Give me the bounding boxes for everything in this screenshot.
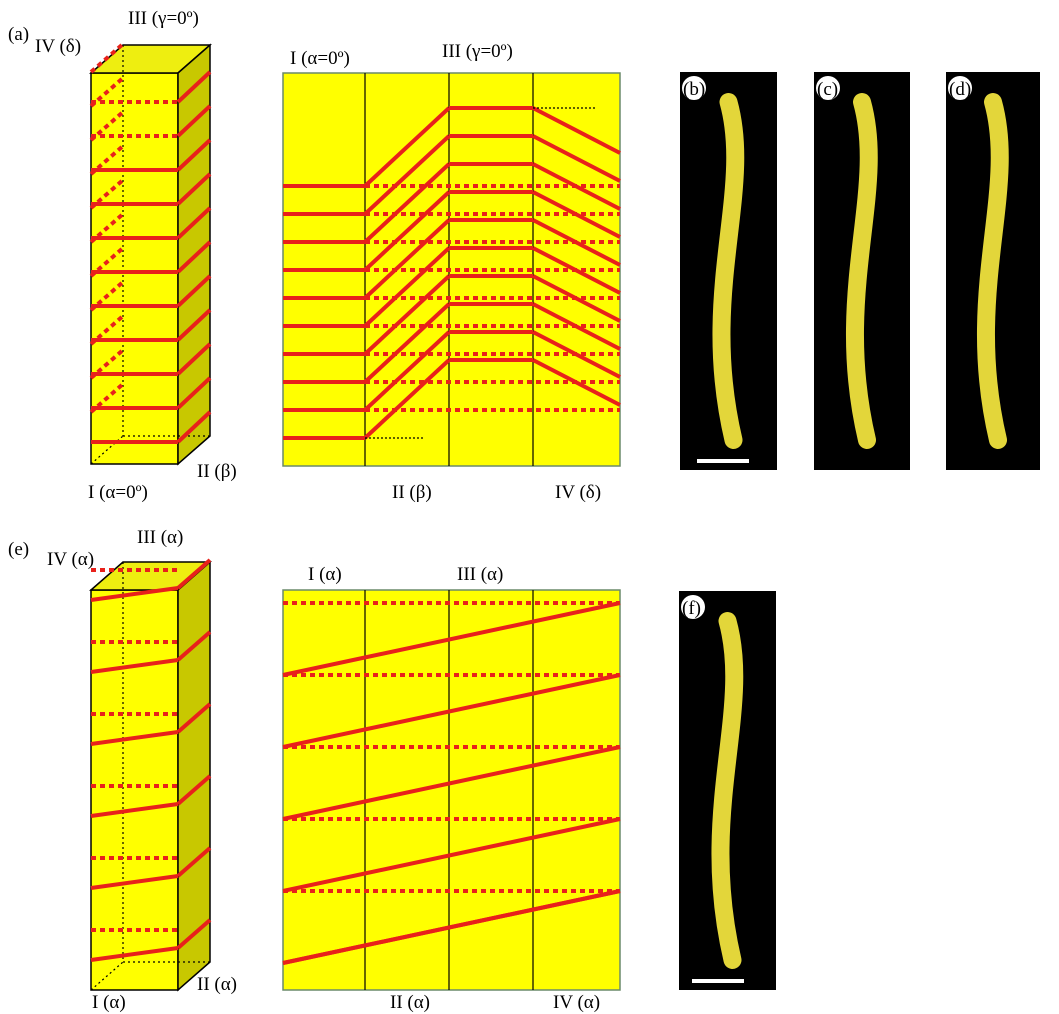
face-label: II (α) (197, 974, 237, 995)
box-front (91, 73, 178, 464)
diagram-shapes (91, 44, 1040, 990)
net (283, 590, 620, 990)
face-label: III (γ=0º) (442, 41, 513, 62)
face-label: III (α) (137, 527, 183, 548)
panel-label: (e) (8, 539, 29, 560)
face-label: IV (α) (47, 549, 94, 570)
face-label: III (α) (457, 564, 503, 585)
face-label: III (γ=0º) (128, 8, 199, 29)
face-label: I (α=0º) (290, 48, 350, 69)
panel-label: (f) (682, 598, 701, 619)
face-label: I (α) (308, 564, 342, 585)
figure: (a) IV (δ) III (γ=0º) I (α=0º) II (β) I … (0, 0, 1059, 1014)
face-label: I (α=0º) (88, 482, 148, 503)
scale-bar (692, 979, 744, 983)
face-label: II (α) (390, 992, 430, 1013)
panel-label: (d) (949, 79, 971, 100)
face-label: II (β) (392, 482, 432, 503)
face-label: II (β) (197, 461, 237, 482)
face-label: I (α) (92, 992, 126, 1013)
panel-label: (c) (817, 79, 838, 100)
panel-label: (a) (8, 24, 29, 45)
face-label: IV (α) (553, 992, 600, 1013)
scale-bar (697, 459, 749, 463)
panel-label: (b) (683, 79, 705, 100)
face-label: IV (δ) (555, 482, 601, 503)
face-label: IV (δ) (35, 36, 81, 57)
